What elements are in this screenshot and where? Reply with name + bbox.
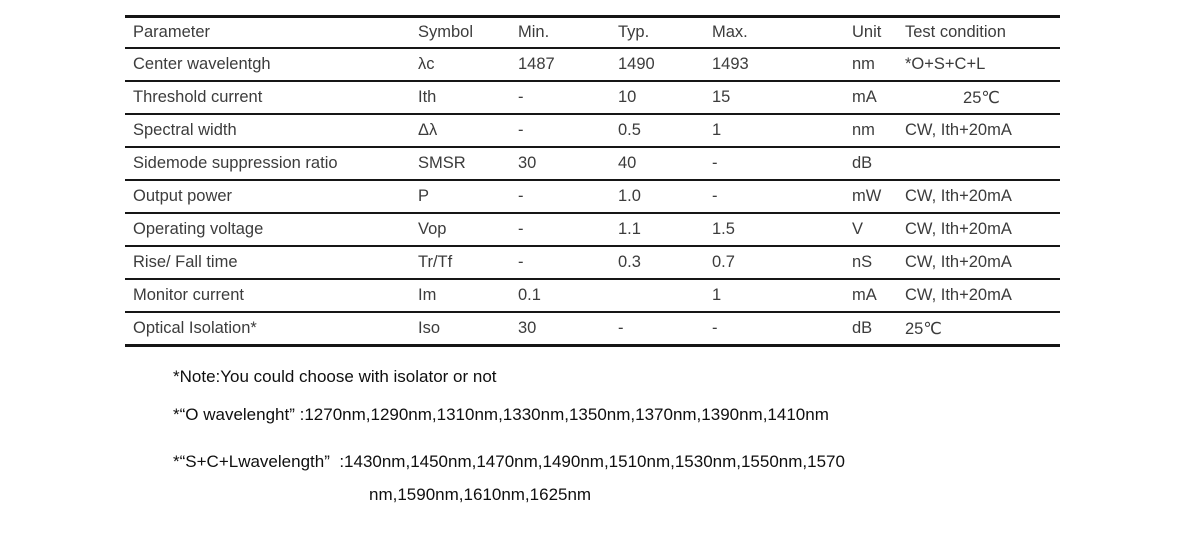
column-header-min: Min. [518, 23, 550, 41]
cell-min: 0.1 [518, 286, 541, 304]
cell-max: 0.7 [712, 253, 735, 271]
cell-unit: nm [852, 121, 875, 139]
cell-parameter: Rise/ Fall time [133, 253, 238, 271]
cell-parameter: Spectral width [133, 121, 237, 139]
cell-test: CW, Ith+20mA [905, 187, 1012, 205]
cell-parameter: Threshold current [133, 88, 263, 106]
cell-max: 15 [712, 88, 731, 106]
column-header-symbol: Symbol [418, 23, 474, 41]
column-header-typ: Typ. [618, 23, 650, 41]
table-row: Optical Isolation* Iso 30 - - dB 25℃ [125, 312, 1060, 346]
cell-test [897, 147, 1060, 180]
cell-test: 25℃ [905, 319, 942, 338]
table-row: Threshold current Ith - 10 15 mA 25℃ [125, 81, 1060, 114]
table-row: Sidemode suppression ratio SMSR 30 40 - dB [125, 147, 1060, 180]
cell-min: - [518, 121, 524, 139]
cell-max: 1.5 [712, 220, 735, 238]
note-scl-wavelengths: *“S+C+Lwavelength” :1430nm,1450nm,1470nm… [173, 452, 845, 471]
cell-min: 30 [518, 154, 537, 172]
column-header-test: Test condition [905, 23, 1006, 41]
cell-parameter: Monitor current [133, 286, 244, 304]
cell-min: 1487 [518, 55, 555, 73]
cell-typ: 1.0 [618, 187, 641, 205]
cell-typ [610, 279, 704, 312]
cell-test: CW, Ith+20mA [905, 121, 1012, 139]
cell-parameter: Optical Isolation* [133, 319, 257, 337]
table-header-row: Parameter Symbol Min. Typ. Max. Unit Test cond… [125, 17, 1060, 48]
cell-min: - [518, 253, 524, 271]
cell-test: CW, Ith+20mA [905, 220, 1012, 238]
spec-table: Parameter Symbol Min. Typ. Max. Unit Test cond… [125, 15, 1060, 347]
cell-typ: 10 [618, 88, 637, 106]
cell-test: *O+S+C+L [905, 55, 986, 73]
cell-parameter: Center wavelentgh [133, 55, 271, 73]
cell-unit: nS [852, 253, 873, 271]
cell-max: - [712, 187, 718, 205]
column-header-parameter: Parameter [133, 23, 211, 41]
cell-max: 1493 [712, 55, 749, 73]
cell-unit: dB [852, 154, 873, 172]
spec-table-container: Parameter Symbol Min. Typ. Max. Unit Test cond… [125, 15, 1060, 347]
footnotes: *Note:You could choose with isolator or … [173, 366, 1093, 505]
cell-typ: 1490 [618, 55, 655, 73]
cell-unit: mA [852, 286, 877, 304]
table-body: Center wavelentgh λc 1487 1490 1493 nm *O+S+C+… [125, 48, 1060, 346]
cell-test: CW, Ith+20mA [905, 253, 1012, 271]
cell-typ: - [618, 319, 624, 337]
cell-min: - [518, 187, 524, 205]
column-header-max: Max. [712, 23, 748, 41]
cell-unit: mA [852, 88, 877, 106]
table-row: Spectral width Δλ - 0.5 1 nm CW, Ith+20mA [125, 114, 1060, 147]
table-row: Output power P - 1.0 - mW CW, Ith+20mA [125, 180, 1060, 213]
cell-parameter: Operating voltage [133, 220, 264, 238]
cell-symbol: λc [418, 55, 435, 73]
cell-symbol: Δλ [418, 121, 438, 139]
cell-parameter: Sidemode suppression ratio [133, 154, 338, 172]
cell-typ: 1.1 [618, 220, 641, 238]
cell-typ: 40 [618, 154, 637, 172]
cell-unit: mW [852, 187, 882, 205]
cell-symbol: Ith [418, 88, 437, 106]
table-row: Center wavelentgh λc 1487 1490 1493 nm *O+S+C+… [125, 48, 1060, 81]
cell-max: 1 [712, 121, 722, 139]
cell-parameter: Output power [133, 187, 233, 205]
cell-typ: 0.3 [618, 253, 641, 271]
cell-symbol: SMSR [418, 154, 466, 172]
cell-min: - [518, 220, 524, 238]
table-row: Operating voltage Vop - 1.1 1.5 V CW, Ith+20mA [125, 213, 1060, 246]
note-o-wavelengths: *“O wavelenght” :1270nm,1290nm,1310nm,13… [173, 405, 829, 424]
cell-unit: dB [852, 319, 873, 337]
cell-max: - [712, 319, 718, 337]
cell-test: 25℃ [963, 88, 1000, 107]
cell-typ: 0.5 [618, 121, 641, 139]
cell-symbol: Im [418, 286, 437, 304]
cell-symbol: Vop [418, 220, 447, 238]
cell-min: 30 [518, 319, 537, 337]
cell-max: - [712, 154, 718, 172]
note-isolator: *Note:You could choose with isolator or … [173, 367, 497, 386]
cell-max: 1 [712, 286, 722, 304]
cell-min: - [518, 88, 524, 106]
cell-symbol: P [418, 187, 430, 205]
note-scl-wavelengths-continued: nm,1590nm,1610nm,1625nm [369, 485, 592, 504]
cell-symbol: Iso [418, 319, 441, 337]
table-row: Rise/ Fall time Tr/Tf - 0.3 0.7 nS CW, Ith+20m… [125, 246, 1060, 279]
cell-symbol: Tr/Tf [418, 253, 453, 271]
cell-unit: nm [852, 55, 875, 73]
cell-test: CW, Ith+20mA [905, 286, 1012, 304]
cell-unit: V [852, 220, 864, 238]
column-header-unit: Unit [852, 23, 882, 41]
table-row: Monitor current Im 0.1 1 mA CW, Ith+20mA [125, 279, 1060, 312]
